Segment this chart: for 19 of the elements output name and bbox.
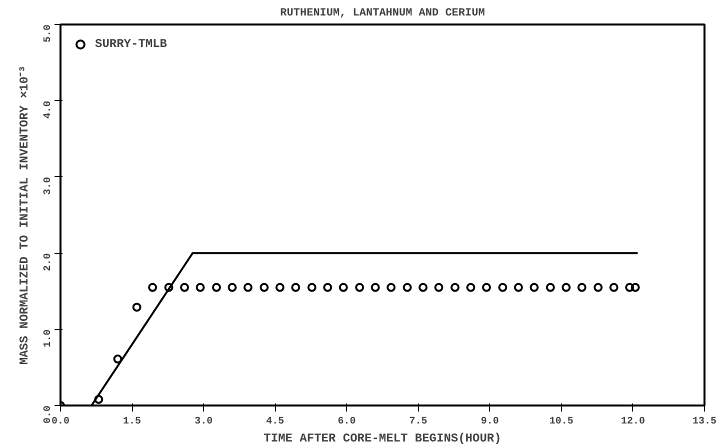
x-tick-label: 3.0: [194, 416, 213, 428]
x-tick-label: 12.0: [620, 416, 645, 428]
y-axis-title: MASS NORMALIZED TO INITIAL INVENTORY ×10⁻³: [18, 65, 32, 365]
y-tick-label: 1.0: [43, 329, 54, 348]
y-tick-label: 5.0: [43, 24, 54, 43]
x-tick-label: 13.5: [692, 416, 717, 428]
x-tick-label: 10.5: [549, 416, 574, 428]
y-tick-label: 4.0: [43, 100, 54, 119]
x-tick-label: 9.0: [480, 416, 499, 428]
x-tick-label: 7.5: [409, 416, 428, 428]
y-tick-label: 2.0: [43, 253, 54, 272]
legend-label: SURRY-TMLB: [95, 37, 168, 51]
y-tick-label: 3.0: [43, 176, 54, 195]
x-axis-title: TIME AFTER CORE-MELT BEGINS(HOUR): [264, 432, 502, 446]
x-tick-label: 1.5: [123, 416, 142, 428]
x-tick-label: 6.0: [338, 416, 356, 428]
x-tick-label: 4.5: [266, 416, 284, 428]
chart-title: RUTHENIUM, LANTAHNUM AND CERIUM: [280, 8, 486, 20]
x-tick-label: 0.0: [52, 416, 70, 428]
